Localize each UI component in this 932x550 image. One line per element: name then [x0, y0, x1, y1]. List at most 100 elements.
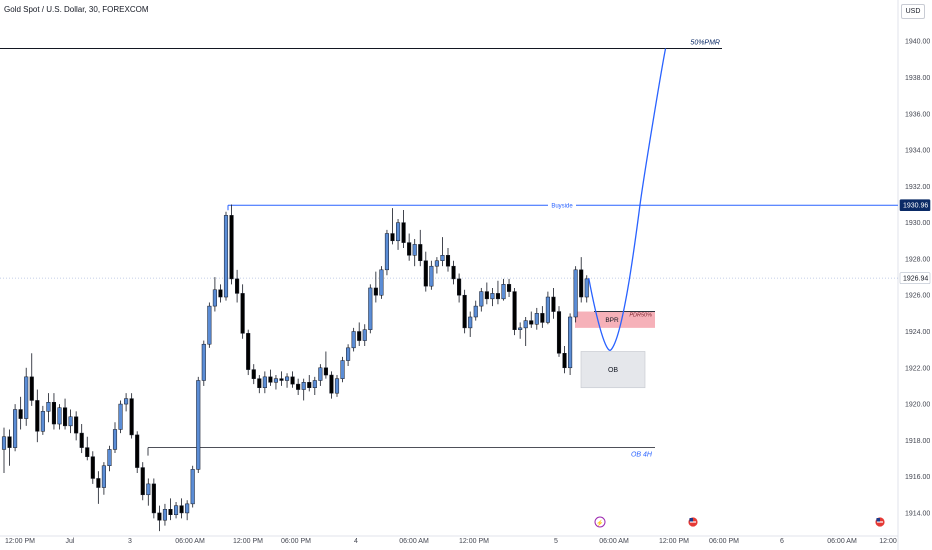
candle	[124, 398, 129, 405]
candle	[251, 369, 256, 379]
bpr-zone	[575, 311, 655, 328]
price-label-bg	[899, 272, 931, 284]
candle	[434, 260, 439, 267]
candle	[35, 400, 40, 432]
ob-zone	[580, 351, 646, 389]
candle	[96, 478, 101, 488]
candle	[74, 416, 79, 434]
candle	[146, 483, 151, 496]
candle	[179, 505, 184, 514]
x-tick-label: 3	[128, 538, 132, 545]
price-label: 1930.96	[903, 203, 928, 210]
candle	[379, 269, 384, 296]
candle	[79, 432, 84, 448]
candle	[273, 378, 278, 383]
candle	[373, 287, 378, 296]
ob-label: OB	[608, 367, 618, 374]
x-tick-label: 6	[780, 538, 784, 545]
candle	[51, 402, 57, 425]
y-tick-label: 1936.00	[905, 111, 930, 118]
candle	[190, 469, 195, 505]
x-tick-label: 12:00 PM	[5, 538, 35, 545]
candle	[85, 447, 90, 457]
candle	[301, 382, 306, 390]
candle	[357, 331, 362, 341]
event-lightning-icon[interactable]	[594, 516, 606, 528]
y-tick-label: 1928.00	[905, 256, 930, 263]
pmr-label: 50%PMR	[690, 39, 720, 46]
candle	[351, 331, 356, 349]
candle	[329, 374, 334, 394]
x-tick-label: 12:00 PM	[233, 538, 263, 545]
candle	[1, 436, 7, 450]
currency-button[interactable]: USD	[901, 4, 925, 19]
candle	[384, 233, 389, 271]
candle	[407, 242, 412, 256]
price-label-bg	[899, 199, 931, 212]
candle	[568, 316, 573, 369]
x-tick-label: 12:00 PM	[459, 538, 489, 545]
candle	[429, 265, 434, 287]
candle	[479, 291, 484, 307]
candle	[135, 434, 140, 468]
candle	[362, 329, 367, 341]
candle	[346, 347, 351, 361]
y-tick-label: 1920.00	[905, 402, 930, 409]
candle	[229, 215, 234, 280]
candle	[423, 260, 428, 287]
candle	[151, 483, 156, 514]
candle	[540, 313, 545, 323]
candle	[90, 456, 95, 479]
candle	[390, 233, 395, 242]
candle	[196, 380, 201, 470]
flag-canton	[689, 518, 693, 522]
y-tick-label: 1932.00	[905, 184, 930, 191]
x-tick-label: 06:00 AM	[399, 538, 429, 545]
candle	[451, 265, 456, 280]
y-tick-label: 1926.00	[905, 293, 930, 300]
candle	[307, 382, 312, 388]
x-tick-label: 12:00	[879, 538, 897, 545]
candle	[556, 311, 562, 354]
x-tick-label: 06:00 PM	[709, 538, 739, 545]
candle	[468, 316, 473, 329]
candle	[523, 320, 528, 329]
candle	[473, 305, 478, 318]
candle	[185, 503, 190, 514]
bpr-label: BPR	[605, 317, 619, 324]
candle	[63, 407, 68, 427]
candle	[312, 380, 317, 388]
candle	[240, 293, 245, 334]
candle	[296, 383, 301, 390]
flag-stripe	[877, 521, 883, 523]
candle	[401, 222, 406, 243]
candle	[129, 398, 134, 436]
candle	[462, 294, 467, 329]
candle	[262, 376, 267, 388]
candle	[340, 360, 345, 379]
y-tick-label: 1922.00	[905, 365, 930, 372]
candle	[101, 465, 106, 488]
y-tick-label: 1930.00	[905, 220, 930, 227]
y-tick-label: 1934.00	[905, 148, 930, 155]
candle	[223, 215, 229, 298]
candle	[212, 289, 217, 307]
candle	[396, 222, 401, 242]
candle	[512, 291, 517, 330]
candle	[162, 509, 167, 521]
candle	[507, 284, 512, 292]
y-tick-label: 1938.00	[905, 75, 930, 82]
candle	[140, 467, 145, 496]
candle	[174, 505, 179, 515]
y-tick-label: 1914.00	[905, 510, 930, 517]
candle	[412, 244, 417, 256]
x-tick-label: 5	[554, 538, 558, 545]
x-tick-label: 06:00 PM	[281, 538, 311, 545]
candle	[368, 287, 373, 330]
buyside-label: Buyside	[551, 204, 573, 210]
candle	[418, 244, 423, 261]
flag-canton	[876, 518, 880, 522]
candle	[18, 409, 23, 419]
candle	[112, 429, 118, 450]
